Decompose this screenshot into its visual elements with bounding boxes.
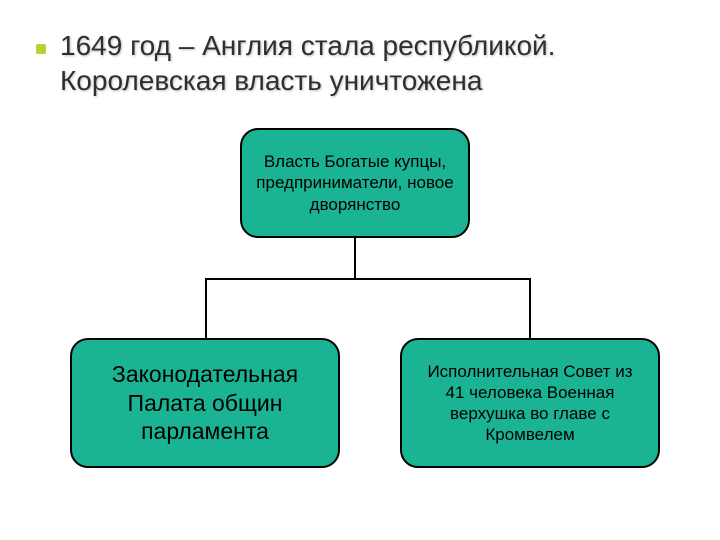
connector xyxy=(205,278,531,280)
page-title: 1649 год – Англия стала республикой. Кор… xyxy=(60,28,680,98)
connector xyxy=(529,278,531,338)
node-left: Законодательная Палата общин парламента xyxy=(70,338,340,468)
connector xyxy=(354,238,356,278)
node-right: Исполнительная Совет из 41 человека Воен… xyxy=(400,338,660,468)
org-diagram: Власть Богатые купцы, предприниматели, н… xyxy=(0,118,720,498)
title-area: 1649 год – Англия стала республикой. Кор… xyxy=(0,0,720,98)
node-top: Власть Богатые купцы, предприниматели, н… xyxy=(240,128,470,238)
connector xyxy=(205,278,207,338)
bullet-icon xyxy=(36,44,46,54)
